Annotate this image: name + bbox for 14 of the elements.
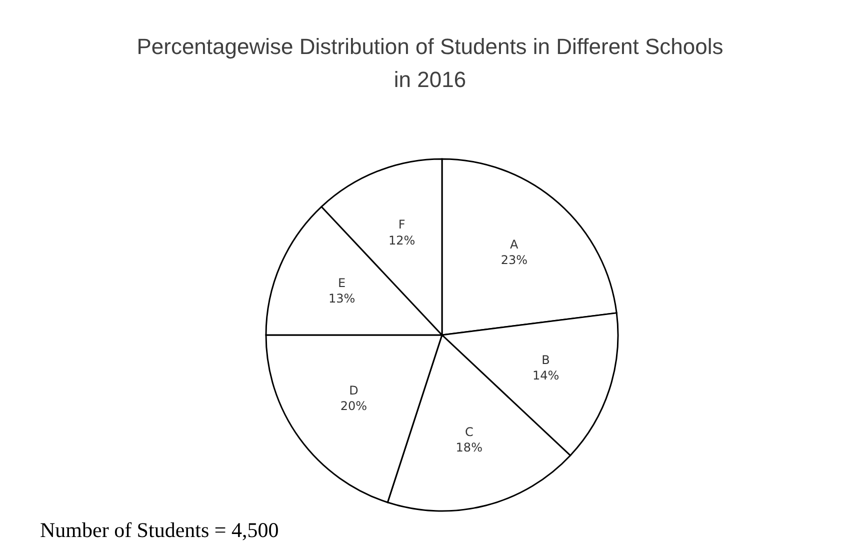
slice-label: A [510,237,520,252]
data-label: 14% [532,368,560,383]
slice-label: D [349,383,358,398]
data-label: 13% [328,291,356,306]
data-label: 18% [456,440,482,454]
data-label: 23% [500,252,528,267]
chart-title: Percentagewise Distribution of Students in Different Schools in 2016 [136,33,724,94]
data-label: 20% [340,398,368,413]
text: Number of Students = 4,500 [40,518,279,543]
slice-label: B [542,352,550,367]
data-label: 12% [388,233,416,248]
slice-label: C [464,424,474,439]
slice-label: F [398,218,406,232]
slice-label: E [338,276,346,290]
